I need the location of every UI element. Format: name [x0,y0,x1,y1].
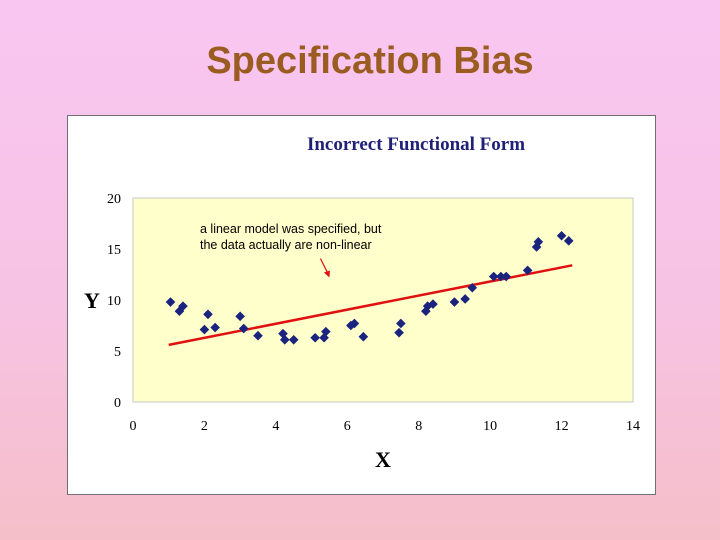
x-tick-label: 8 [415,419,422,434]
data-point [422,301,433,311]
data-point [449,297,460,307]
y-tick-labels: 0 5 10 15 20 [107,192,121,411]
arrow-head-icon [323,270,330,278]
y-tick-label: 10 [107,294,121,309]
y-tick-label: 0 [114,396,121,411]
data-point [421,306,431,317]
data-point [358,331,369,342]
x-tick-label: 4 [272,419,279,434]
data-point [396,318,406,329]
slide-title: Specification Bias [206,40,534,82]
data-point [279,334,290,345]
data-point [563,236,574,246]
data-point [238,323,249,334]
x-tick-label: 0 [130,419,137,434]
x-tick-label: 12 [555,419,569,434]
data-point [288,334,299,345]
data-point [522,265,533,276]
data-point [253,330,263,341]
chart-title: Incorrect Functional Form [307,134,525,155]
data-points [165,230,574,345]
data-point [531,242,542,252]
data-point [203,309,213,320]
x-tick-label: 6 [344,419,351,434]
x-tick-label: 2 [201,419,208,434]
data-point [235,311,245,322]
data-point [501,271,512,282]
data-point [165,297,176,307]
y-tick-label: 15 [107,243,121,258]
y-tick-label: 5 [114,345,121,360]
x-tick-labels: 0 2 4 6 8 10 12 14 [130,419,641,434]
x-tick-label: 14 [626,419,640,434]
annotation-line-2: the data actually are non-linear [200,238,372,252]
annotation-line-1: a linear model was specified, but [200,222,382,236]
data-point [199,324,210,335]
data-point [428,299,438,309]
y-tick-label: 20 [107,192,121,207]
plot-area [132,197,634,403]
data-point [488,271,499,282]
data-point [321,326,331,337]
data-point [310,332,320,343]
annotation: a linear model was specified, but the da… [200,222,382,278]
data-point [210,322,220,333]
data-point [460,294,470,304]
data-point [178,301,188,311]
data-point [496,271,506,282]
data-point [394,327,404,338]
data-point [349,318,360,329]
data-point [174,306,185,317]
data-point [319,332,329,343]
x-tick-label: 10 [483,419,497,434]
chart-frame: Incorrect Functional Form Y X 0 5 10 15 20 0… [67,115,656,495]
data-point [467,282,478,293]
y-axis-label: Y [84,288,100,313]
data-point [533,237,544,247]
x-axis-label: X [375,447,391,472]
